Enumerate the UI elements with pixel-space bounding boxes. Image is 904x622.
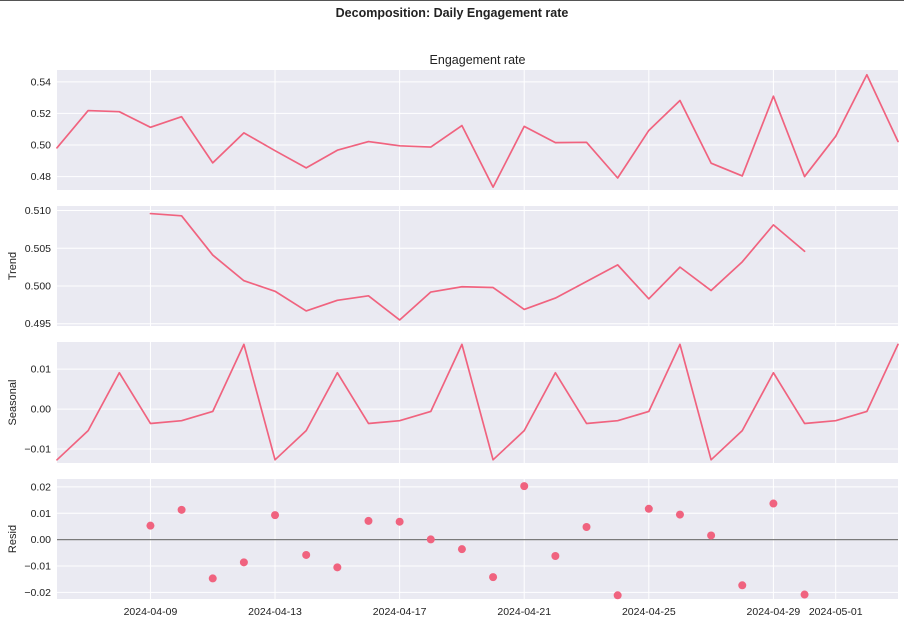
y-axis-label-resid: Resid	[7, 525, 19, 553]
x-tick-label: 2024-04-17	[373, 606, 427, 618]
y-tick-label-trend: 0.510	[25, 205, 51, 217]
resid-point	[582, 523, 591, 531]
resid-point	[177, 505, 186, 514]
panel-background-observed	[57, 70, 898, 190]
resid-point	[613, 591, 622, 600]
resid-point	[489, 573, 498, 582]
series-line-trend	[149, 212, 806, 321]
resid-point	[364, 516, 373, 525]
y-tick-label-resid: 0.00	[31, 534, 52, 546]
y-tick-label-observed: 0.52	[31, 108, 52, 120]
resid-point	[146, 521, 155, 530]
y-tick-label-resid: 0.02	[31, 481, 52, 493]
y-axis-label-trend: Trend	[7, 252, 19, 280]
panel-title-observed: Engagement rate	[430, 53, 526, 67]
x-tick-label: 2024-04-09	[124, 606, 178, 618]
x-tick-label: 2024-04-25	[622, 606, 676, 618]
resid-point	[426, 535, 435, 544]
resid-point	[738, 581, 747, 590]
resid-point	[333, 563, 342, 572]
x-tick-label: 2024-05-01	[809, 606, 863, 618]
x-tick-label: 2024-04-21	[497, 606, 551, 618]
y-tick-label-trend: 0.500	[25, 281, 51, 293]
panel-background-trend	[57, 206, 898, 326]
y-tick-label-seasonal: 0.00	[31, 404, 52, 416]
resid-point	[520, 482, 529, 491]
y-axis-label-seasonal: Seasonal	[7, 380, 19, 426]
y-tick-label-observed: 0.48	[31, 171, 52, 183]
y-tick-label-observed: 0.50	[31, 140, 52, 152]
resid-point	[395, 517, 404, 526]
y-tick-label-observed: 0.54	[31, 76, 52, 88]
resid-point	[457, 545, 466, 554]
y-tick-label-trend: 0.505	[25, 243, 51, 255]
resid-point	[551, 552, 560, 561]
y-tick-label-resid: −0.02	[24, 587, 51, 599]
panel-background-resid	[57, 479, 898, 599]
y-tick-label-seasonal: 0.01	[31, 364, 52, 376]
y-tick-label-resid: 0.01	[31, 508, 52, 520]
resid-point	[675, 510, 684, 519]
x-tick-label: 2024-04-29	[747, 606, 801, 618]
x-tick-label: 2024-04-13	[248, 606, 302, 618]
resid-point	[800, 590, 809, 599]
resid-point	[302, 550, 311, 559]
resid-point	[239, 558, 248, 567]
resid-point	[271, 511, 280, 520]
figure-title: Decomposition: Daily Engagement rate	[335, 6, 569, 20]
resid-point	[769, 499, 778, 508]
y-tick-label-trend: 0.495	[25, 318, 51, 330]
series-line-seasonal	[56, 343, 899, 461]
series-line-observed	[56, 73, 899, 189]
resid-point	[644, 504, 653, 513]
resid-point	[208, 574, 217, 583]
resid-point	[707, 531, 716, 540]
y-tick-label-resid: −0.01	[24, 561, 51, 573]
top-border-line	[0, 0, 904, 1]
y-tick-label-seasonal: −0.01	[24, 444, 51, 456]
